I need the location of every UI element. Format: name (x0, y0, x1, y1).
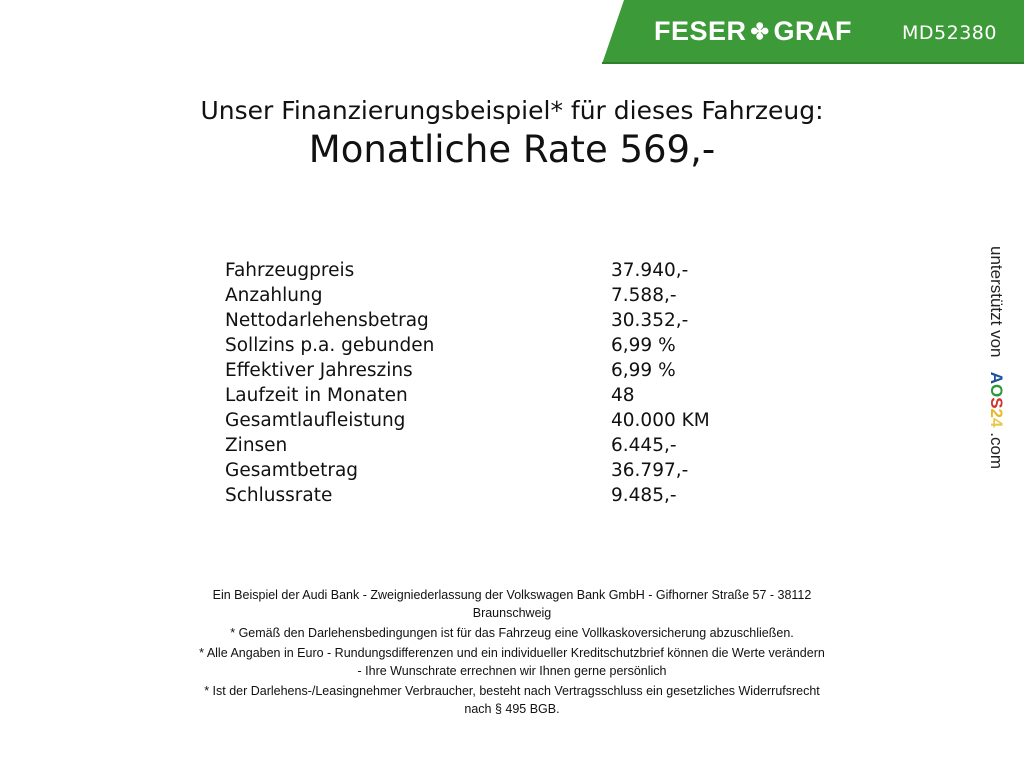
banner-divider (602, 62, 1024, 64)
row-label: Effektiver Jahreszins (225, 360, 413, 381)
row-label: Laufzeit in Monaten (225, 385, 408, 406)
footer-line: nach § 495 BGB. (464, 702, 560, 716)
footer-line: Ein Beispiel der Audi Bank - Zweignieder… (212, 588, 812, 602)
vehicle-code: MD52380 (902, 22, 997, 44)
table-row: Fahrzeugpreis 37.940,- (225, 258, 710, 283)
supported-by-domain: .com (987, 432, 1006, 470)
table-row: Sollzins p.a. gebunden 6,99 % (225, 333, 710, 358)
supported-by-text: unterstützt von (987, 246, 1006, 358)
brand-name-left: FESER (654, 16, 747, 46)
page-title: Unser Finanzierungsbeispiel* für dieses … (200, 96, 824, 125)
monthly-rate: Monatliche Rate 569,- (308, 128, 716, 171)
brand-banner (602, 0, 1024, 64)
supported-by: unterstützt von AOS24 .com (986, 246, 1006, 469)
finance-table: Fahrzeugpreis 37.940,- Anzahlung 7.588,- Net… (225, 258, 710, 508)
row-value: 36.797,- (611, 460, 689, 481)
brand-logo: FESER ✤ GRAF (654, 16, 852, 47)
row-value: 37.940,- (611, 260, 689, 281)
row-value: 7.588,- (611, 285, 677, 306)
footer-line: Braunschweig (472, 606, 552, 620)
footer-line: * Ist der Darlehens-/Leasingnehmer Verbr… (204, 684, 820, 698)
row-value: 9.485,- (611, 485, 677, 506)
row-value: 6,99 % (611, 335, 676, 356)
footer-line: * Gemäß den Darlehensbedingungen ist für… (230, 626, 794, 640)
table-row: Laufzeit in Monaten 48 (225, 383, 710, 408)
footer-line: * Alle Angaben in Euro - Rundungsdiffere… (199, 646, 825, 660)
footer-line: - Ihre Wunschrate errechnen wir Ihnen ge… (357, 664, 667, 678)
table-row: Gesamtbetrag 36.797,- (225, 458, 710, 483)
brand-name-right: GRAF (773, 16, 852, 46)
table-row: Effektiver Jahreszins 6,99 % (225, 358, 710, 383)
row-value: 6,99 % (611, 360, 676, 381)
table-row: Zinsen 6.445,- (225, 433, 710, 458)
clover-icon: ✤ (750, 18, 770, 44)
legal-footer: Ein Beispiel der Audi Bank - Zweignieder… (40, 586, 984, 718)
row-value: 40.000 KM (611, 410, 710, 431)
row-label: Schlussrate (225, 485, 333, 506)
row-label: Sollzins p.a. gebunden (225, 335, 435, 356)
row-label: Zinsen (225, 435, 288, 456)
aos24-logo: AOS24 (987, 371, 1006, 428)
table-row: Anzahlung 7.588,- (225, 283, 710, 308)
table-row: Nettodarlehensbetrag 30.352,- (225, 308, 710, 333)
row-label: Fahrzeugpreis (225, 260, 355, 281)
table-row: Gesamtlaufleistung 40.000 KM (225, 408, 710, 433)
row-label: Anzahlung (225, 285, 323, 306)
table-row: Schlussrate 9.485,- (225, 483, 710, 508)
row-label: Nettodarlehensbetrag (225, 310, 429, 331)
row-value: 48 (611, 385, 635, 406)
row-value: 30.352,- (611, 310, 689, 331)
row-label: Gesamtbetrag (225, 460, 359, 481)
row-label: Gesamtlaufleistung (225, 410, 406, 431)
row-value: 6.445,- (611, 435, 677, 456)
